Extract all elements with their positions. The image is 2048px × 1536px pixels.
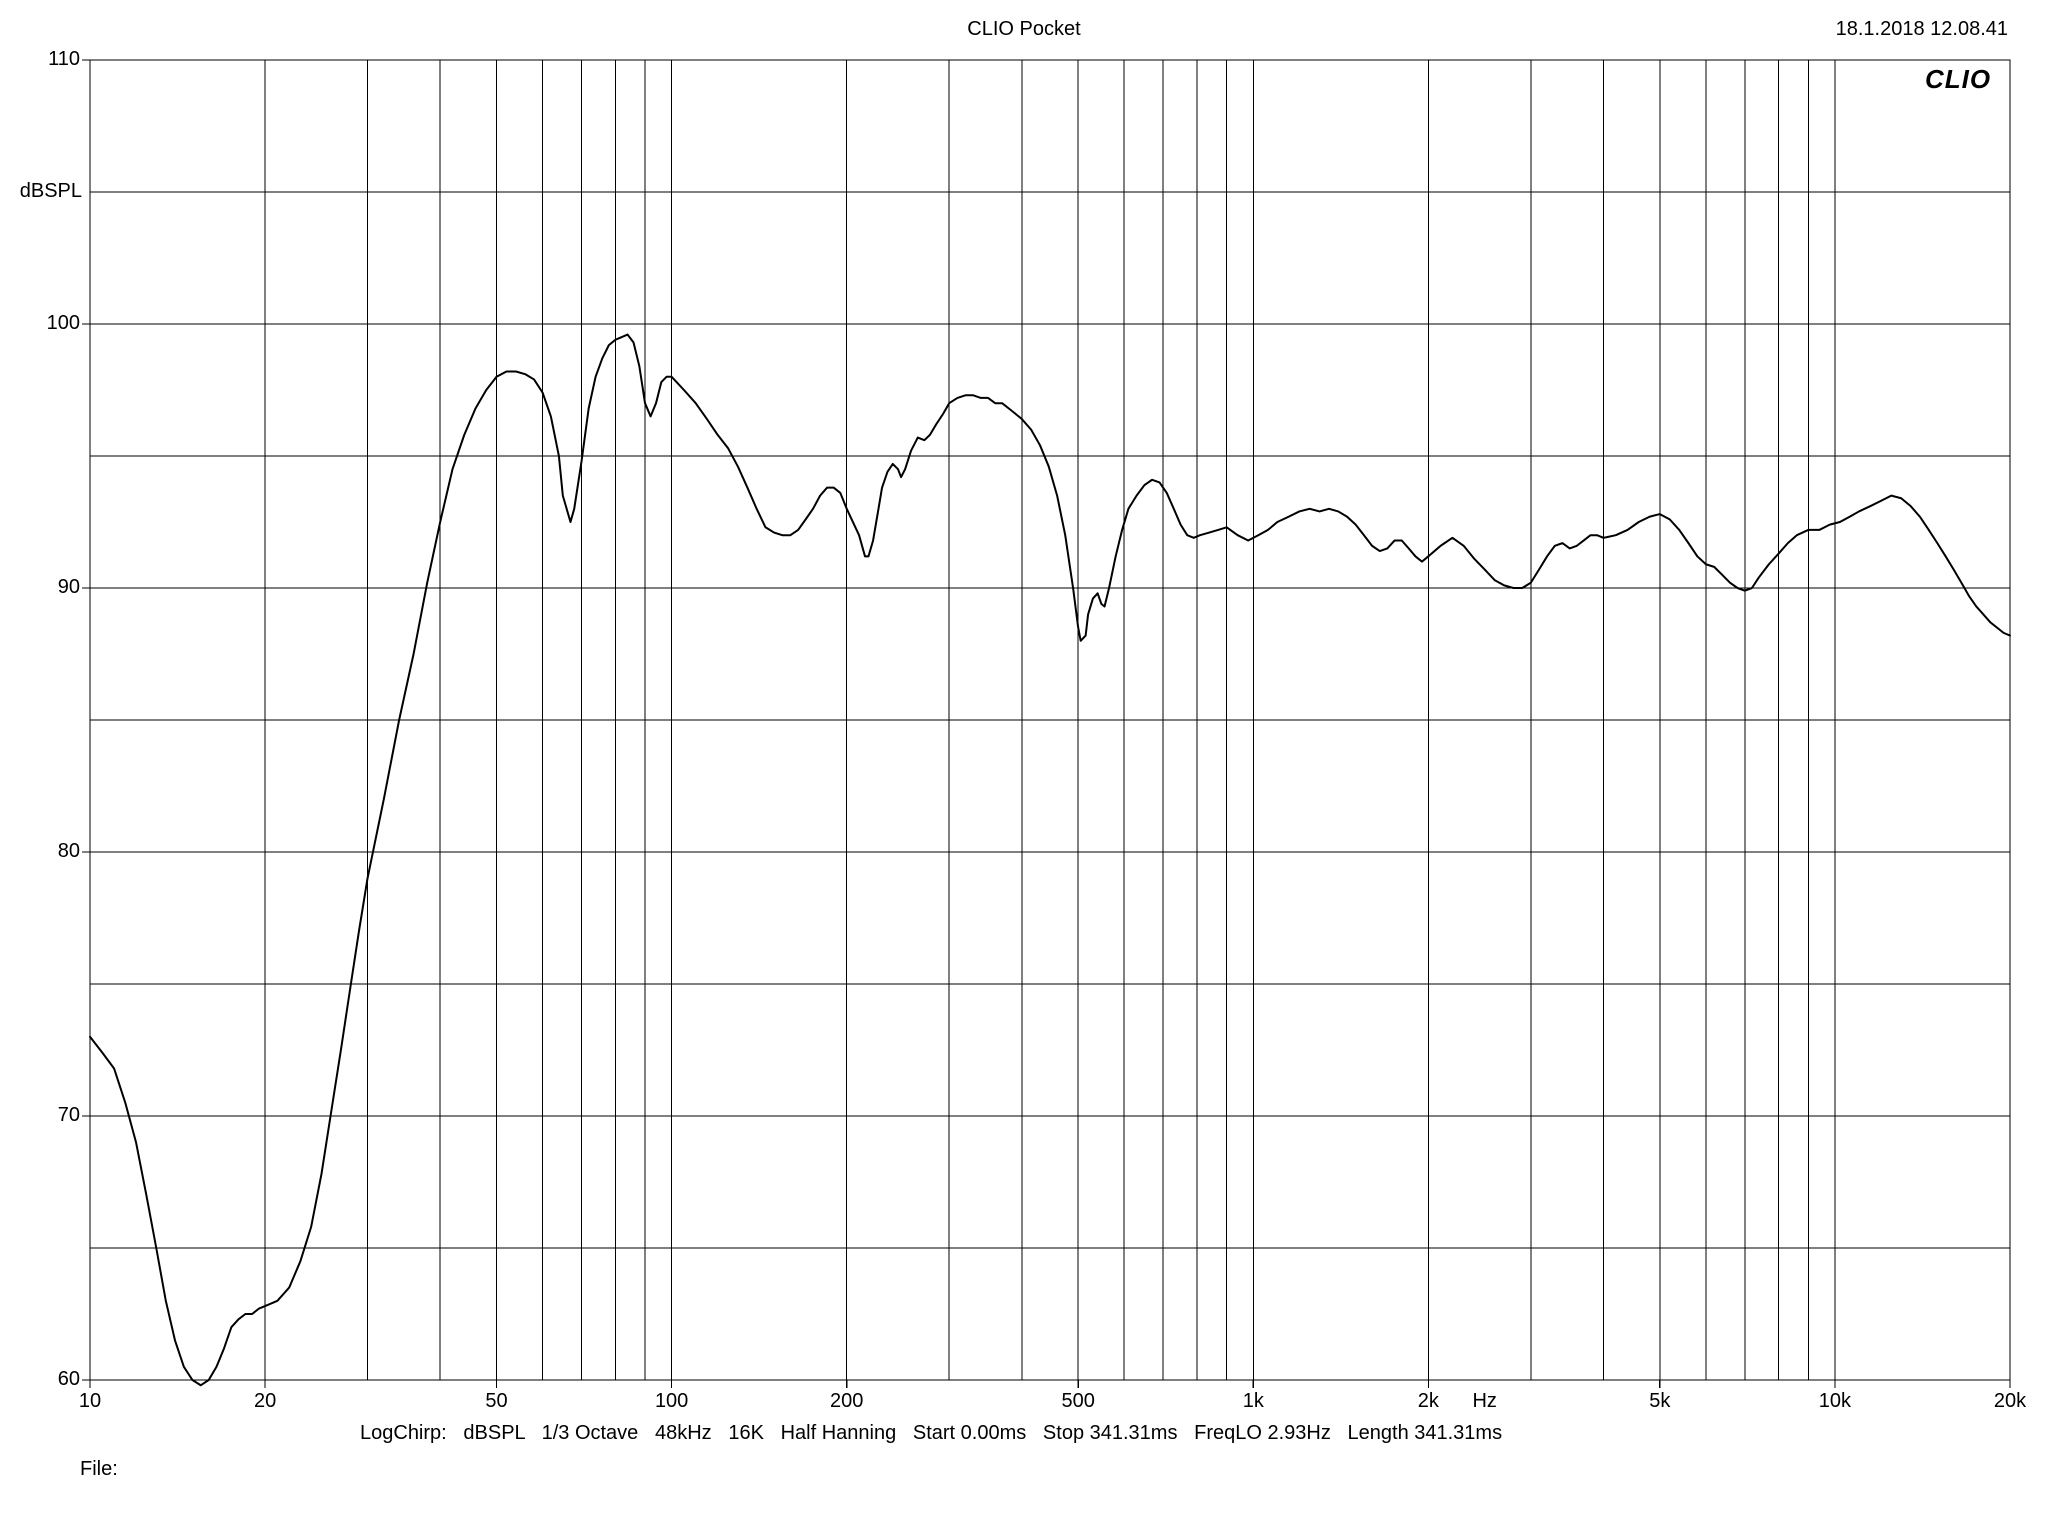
y-tick-label: 90 bbox=[20, 576, 80, 599]
x-tick-label: 2k bbox=[1418, 1390, 1439, 1413]
y-tick-label: 80 bbox=[20, 840, 80, 863]
measurement-caption: LogChirp: dBSPL 1/3 Octave 48kHz 16K Hal… bbox=[360, 1422, 1502, 1445]
x-tick-label: 500 bbox=[1061, 1390, 1094, 1413]
file-label: File: bbox=[80, 1458, 118, 1481]
x-tick-label: 10 bbox=[79, 1390, 101, 1413]
y-tick-label: 70 bbox=[20, 1104, 80, 1127]
x-axis-unit: Hz bbox=[1472, 1390, 1496, 1413]
x-tick-label: 20 bbox=[254, 1390, 276, 1413]
x-tick-label: 20k bbox=[1994, 1390, 2026, 1413]
x-tick-label: 50 bbox=[485, 1390, 507, 1413]
x-tick-label: 200 bbox=[830, 1390, 863, 1413]
page-root: CLIO Pocket 18.1.2018 12.08.41 LogChirp:… bbox=[0, 0, 2048, 1536]
y-tick-label: 100 bbox=[20, 312, 80, 335]
y-tick-label: 110 bbox=[20, 48, 80, 71]
y-tick-label: 60 bbox=[20, 1368, 80, 1391]
x-tick-label: 5k bbox=[1649, 1390, 1670, 1413]
y-axis-unit: dBSPL bbox=[2, 180, 82, 203]
x-tick-label: 100 bbox=[655, 1390, 688, 1413]
watermark: CLIO bbox=[1925, 64, 1991, 95]
x-tick-label: 10k bbox=[1819, 1390, 1851, 1413]
x-tick-label: 1k bbox=[1243, 1390, 1264, 1413]
